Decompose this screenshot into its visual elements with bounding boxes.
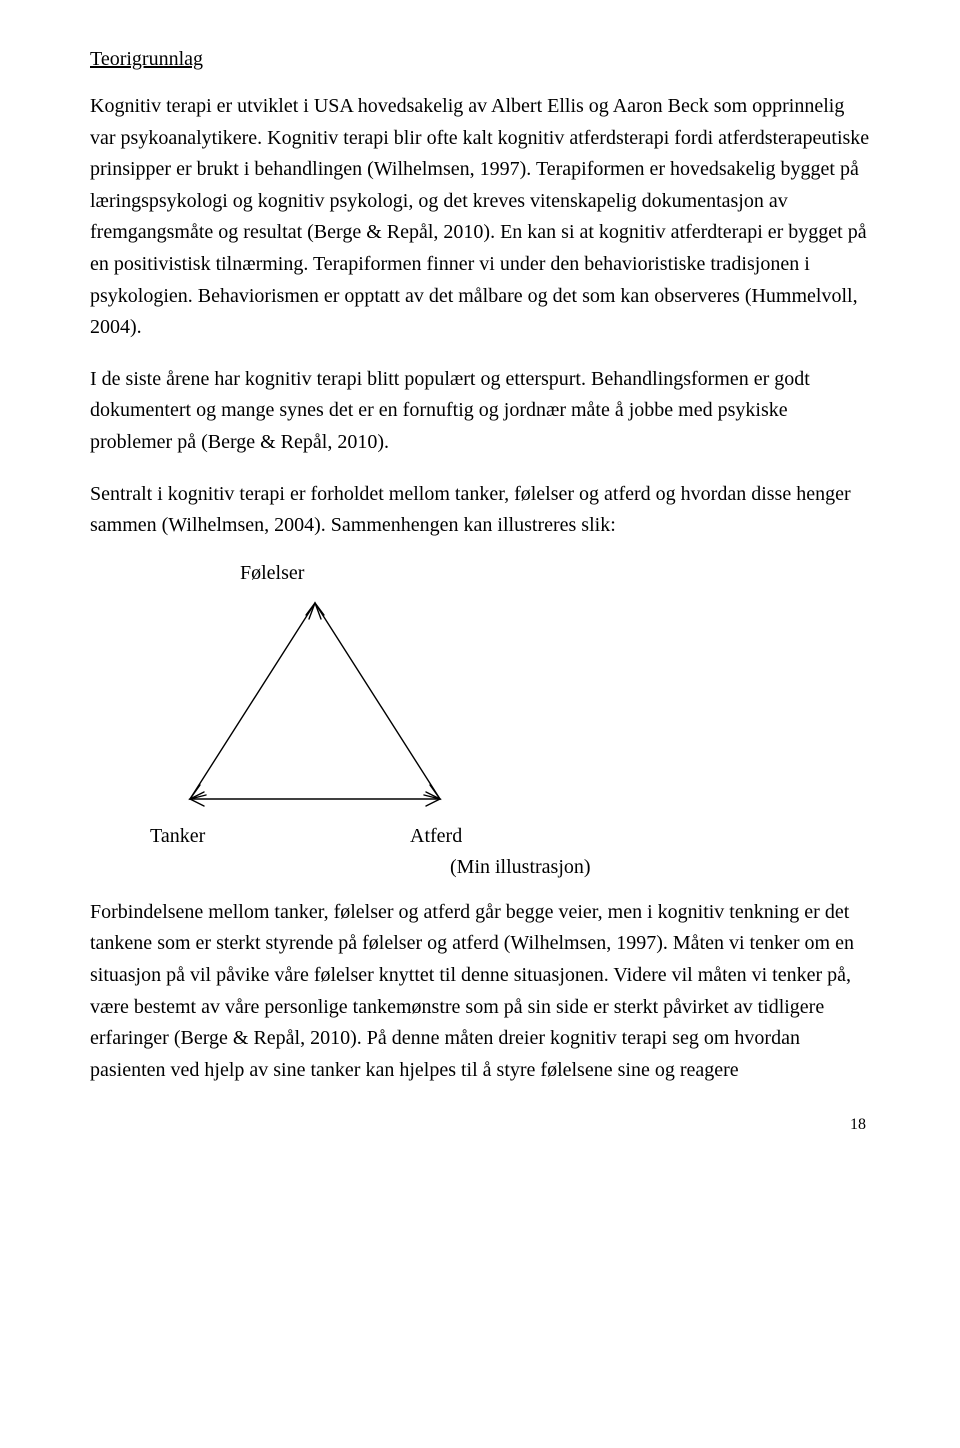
paragraph-3: Sentralt i kognitiv terapi er forholdet … <box>90 479 870 542</box>
triangle-svg <box>150 589 470 819</box>
diagram-label-right: Atferd <box>410 825 462 848</box>
paragraph-4: Forbindelsene mellom tanker, følelser og… <box>90 897 870 1087</box>
page-number: 18 <box>90 1116 870 1134</box>
section-heading: Teorigrunnlag <box>90 48 870 71</box>
diagram-label-top: Følelser <box>240 562 870 585</box>
diagram-bottom-labels: Tanker Atferd <box>150 825 870 848</box>
document-page: Teorigrunnlag Kognitiv terapi er utvikle… <box>0 0 960 1174</box>
illustration-note: (Min illustrasjon) <box>450 856 870 879</box>
triangle-diagram: Følelser <box>90 562 870 848</box>
diagram-label-left: Tanker <box>150 825 410 848</box>
paragraph-2: I de siste årene har kognitiv terapi bli… <box>90 364 870 459</box>
paragraph-1: Kognitiv terapi er utviklet i USA hoveds… <box>90 91 870 344</box>
